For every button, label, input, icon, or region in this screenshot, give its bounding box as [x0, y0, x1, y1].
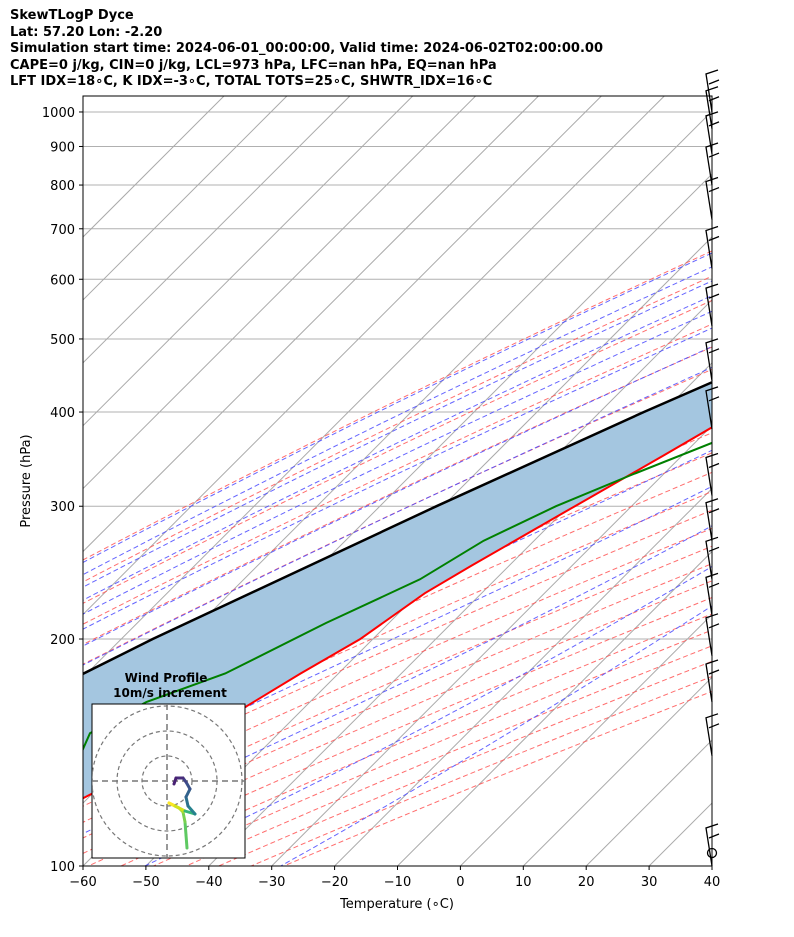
y-tick-label: 400 — [50, 406, 75, 421]
hodograph: Wind Profile 10m/s increment — [91, 671, 246, 859]
isotherm-gridline — [83, 96, 476, 490]
moist-adiabat — [83, 485, 712, 786]
isotherm-gridline — [83, 96, 351, 364]
y-tick-label: 800 — [50, 179, 75, 194]
simulation-times: Simulation start time: 2024-06-01_00:00:… — [10, 41, 603, 56]
dry-adiabat — [83, 545, 712, 823]
x-tick-label: 10 — [515, 875, 532, 890]
station-location: Lat: 57.20 Lon: -2.20 — [10, 24, 163, 40]
y-tick-label: 200 — [50, 633, 75, 648]
x-axis-label: Temperature (∘C) — [339, 897, 454, 912]
y-tick-label: 600 — [50, 273, 75, 288]
isotherm-gridline — [522, 676, 712, 866]
axes: −60 −50 −40 −30 −20 −10 0 10 20 30 40 100 200 300 400 5… — [42, 106, 720, 890]
wind-barb — [705, 338, 720, 381]
dry-adiabat — [83, 250, 712, 561]
hodograph-trace-segment — [181, 810, 187, 824]
wind-barb — [705, 142, 720, 186]
x-tick-label: 0 — [456, 875, 464, 890]
wind-barb — [705, 176, 720, 220]
stability-indices: CAPE=0 j/kg, CIN=0 j/kg, LCL=973 hPa, LF… — [10, 57, 497, 73]
isotherm-gridline — [83, 96, 225, 238]
wind-barb — [705, 386, 720, 429]
hodograph-trace-segment — [172, 776, 178, 786]
skew-grid — [83, 96, 712, 866]
isotherm-gridline — [648, 802, 712, 866]
x-tick-label: −10 — [384, 875, 411, 890]
wind-barb — [705, 452, 720, 496]
wind-barb — [705, 572, 720, 616]
hodograph-title: Wind Profile — [125, 671, 208, 685]
thermo-indices: LFT IDX=18∘C, K IDX=-3∘C, TOTAL TOTS=25∘… — [10, 74, 493, 89]
wind-barb — [705, 659, 720, 703]
moist-adiabat — [83, 310, 712, 615]
hodograph-trace-segment — [173, 804, 187, 813]
wind-barb — [705, 69, 720, 113]
isotherm-gridline — [83, 96, 602, 616]
x-tick-label: −20 — [321, 875, 348, 890]
isotherm-gridline — [83, 96, 288, 301]
wind-barb — [705, 498, 720, 541]
y-axis-label: Pressure (hPa) — [19, 434, 34, 527]
y-tick-label: 100 — [50, 860, 75, 875]
moist-adiabat — [83, 366, 712, 666]
wind-barb — [705, 613, 720, 656]
moist-adiabat — [83, 525, 712, 835]
dewpoint-line — [83, 441, 712, 752]
hodograph-trace-segment — [184, 795, 190, 808]
y-tick-label: 300 — [50, 500, 75, 515]
wind-barbs — [705, 69, 720, 867]
wind-barb — [705, 111, 720, 154]
station-title: SkewTLogP Dyce — [10, 8, 134, 23]
moist-adiabat — [83, 266, 712, 576]
dry-adiabat — [83, 509, 712, 791]
isotherm-gridline — [397, 550, 712, 866]
moist-adiabat — [83, 346, 712, 647]
isotherm-gridline — [83, 96, 665, 679]
wind-barb — [705, 283, 720, 327]
y-tick-label: 500 — [50, 333, 75, 348]
wind-barb — [705, 713, 720, 756]
y-tick-label: 900 — [50, 140, 75, 155]
isotherm-gridline — [83, 96, 539, 553]
parcel-line — [83, 380, 712, 676]
isotherm-gridline — [711, 865, 712, 866]
wind-barb — [705, 225, 720, 269]
chart-header: SkewTLogP Dyce Lat: 57.20 Lon: -2.20 Sim… — [10, 8, 603, 91]
hodograph-subtitle: 10m/s increment — [113, 686, 227, 700]
dry-adiabat — [83, 299, 712, 604]
x-tick-label: 30 — [641, 875, 658, 890]
x-tick-label: −50 — [132, 875, 159, 890]
x-tick-label: −30 — [258, 875, 285, 890]
isotherm-gridline — [83, 96, 414, 427]
x-tick-label: 20 — [578, 875, 595, 890]
calm-wind-circle — [706, 847, 718, 859]
dry-adiabat — [153, 629, 712, 866]
y-tick-label: 1000 — [42, 106, 75, 121]
x-tick-label: −60 — [69, 875, 96, 890]
wind-barb — [705, 536, 720, 580]
x-tick-label: −40 — [195, 875, 222, 890]
isotherm-gridline — [271, 424, 712, 866]
dry-adiabat — [83, 323, 712, 625]
hodograph-trace-segment — [183, 820, 188, 837]
y-tick-label: 700 — [50, 223, 75, 238]
isotherm-gridline — [460, 613, 712, 866]
moist-adiabat — [83, 280, 712, 588]
isotherm-gridline — [334, 487, 712, 866]
hodograph-trace-segment — [186, 804, 197, 816]
hodograph-trace-segment — [184, 833, 189, 850]
x-tick-label: 40 — [704, 875, 721, 890]
dry-adiabat — [83, 471, 712, 757]
wind-barb — [705, 823, 720, 867]
